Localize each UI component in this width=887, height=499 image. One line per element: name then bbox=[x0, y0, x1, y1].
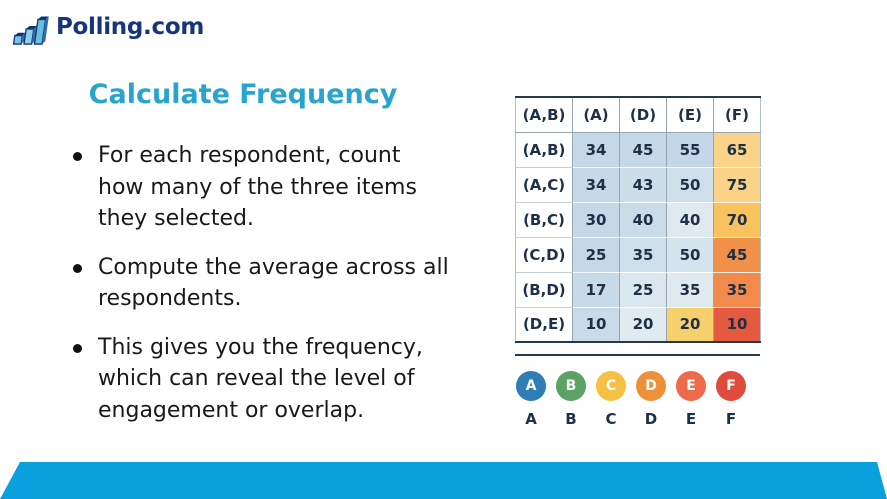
table-cell: 10 bbox=[713, 307, 761, 343]
table-cell: 40 bbox=[619, 202, 667, 238]
table-row: (B,D) 17 25 35 35 bbox=[515, 272, 761, 308]
table-cell: 30 bbox=[572, 202, 620, 238]
bullet-text: Compute the average across all responden… bbox=[98, 254, 449, 312]
table-cell: 45 bbox=[713, 237, 761, 273]
row-label: (C,D) bbox=[515, 237, 573, 273]
legend-circle-f: F bbox=[716, 371, 746, 401]
table-cell: 25 bbox=[572, 237, 620, 273]
table-cell: 65 bbox=[713, 132, 761, 168]
bullet-item: Compute the average across all responden… bbox=[60, 252, 452, 315]
table-cell: 35 bbox=[666, 272, 714, 308]
row-label: (D,E) bbox=[515, 307, 573, 343]
table-row: (A,B) 34 45 55 65 bbox=[515, 132, 761, 168]
bullet-item: This gives you the frequency, which can … bbox=[60, 332, 452, 427]
header-row: (A,B) (A) (D) (E) (F) bbox=[515, 97, 761, 133]
legend-labels: A B C D E F bbox=[516, 410, 746, 428]
legend-letter-a: A bbox=[525, 410, 537, 428]
legend-letter-f: F bbox=[725, 410, 737, 428]
table-cell: 25 bbox=[619, 272, 667, 308]
table-cell: 34 bbox=[572, 167, 620, 203]
table-cell: 43 bbox=[619, 167, 667, 203]
column-header: (A) bbox=[572, 97, 620, 133]
table-cell: 35 bbox=[619, 237, 667, 273]
table-row: (C,D) 25 35 50 45 bbox=[515, 237, 761, 273]
table-cell: 50 bbox=[666, 167, 714, 203]
table-cell: 50 bbox=[666, 237, 714, 273]
frequency-table: (A,B) (A) (D) (E) (F) (A,B) 34 45 55 65 (A,C)… bbox=[515, 96, 761, 343]
row-label: (B,D) bbox=[515, 272, 573, 308]
separator-line bbox=[515, 354, 760, 356]
table-row: (D,E) 10 20 20 10 bbox=[515, 307, 761, 343]
bottom-bar bbox=[0, 462, 887, 499]
row-label: (A,B) bbox=[515, 132, 573, 168]
legend-letter-c: C bbox=[605, 410, 617, 428]
legend-circle-a: A bbox=[516, 371, 546, 401]
table-cell: 40 bbox=[666, 202, 714, 238]
logo-text: Polling.com bbox=[56, 14, 204, 40]
legend-letter-b: B bbox=[565, 410, 577, 428]
table-cell: 34 bbox=[572, 132, 620, 168]
row-label: (B,C) bbox=[515, 202, 573, 238]
table-cell: 20 bbox=[619, 307, 667, 343]
frequency-table-header: (A,B) (A) (D) (E) (F) bbox=[515, 97, 761, 133]
table-cell: 70 bbox=[713, 202, 761, 238]
table-cell: 35 bbox=[713, 272, 761, 308]
legend-letter-e: E bbox=[685, 410, 697, 428]
column-header: (A,B) bbox=[515, 97, 573, 133]
column-header: (D) bbox=[619, 97, 667, 133]
bullet-item: For each respondent, count how many of t… bbox=[60, 140, 452, 235]
table-cell: 45 bbox=[619, 132, 667, 168]
legend-letter-d: D bbox=[644, 410, 658, 428]
bullet-list: For each respondent, count how many of t… bbox=[60, 140, 452, 443]
legend-circle-d: D bbox=[636, 371, 666, 401]
table-row: (B,C) 30 40 40 70 bbox=[515, 202, 761, 238]
table-row: (A,C) 34 43 50 75 bbox=[515, 167, 761, 203]
column-header: (F) bbox=[713, 97, 761, 133]
row-label: (A,C) bbox=[515, 167, 573, 203]
page-title: Calculate Frequency bbox=[88, 79, 398, 110]
table-cell: 10 bbox=[572, 307, 620, 343]
table-cell: 75 bbox=[713, 167, 761, 203]
legend-circle-e: E bbox=[676, 371, 706, 401]
legend-circle-c: C bbox=[596, 371, 626, 401]
table-cell: 55 bbox=[666, 132, 714, 168]
logo: Polling.com bbox=[12, 8, 204, 46]
bullet-text: This gives you the frequency, which can … bbox=[98, 334, 423, 423]
table-cell: 20 bbox=[666, 307, 714, 343]
legend-circle-b: B bbox=[556, 371, 586, 401]
table-cell: 17 bbox=[572, 272, 620, 308]
column-header: (E) bbox=[666, 97, 714, 133]
bullet-text: For each respondent, count how many of t… bbox=[98, 143, 417, 231]
bar-chart-logo-icon bbox=[12, 16, 49, 45]
frequency-table-body: (A,B) 34 45 55 65 (A,C) 34 43 50 75 (B,C) 30 40 40 70(… bbox=[515, 132, 761, 343]
